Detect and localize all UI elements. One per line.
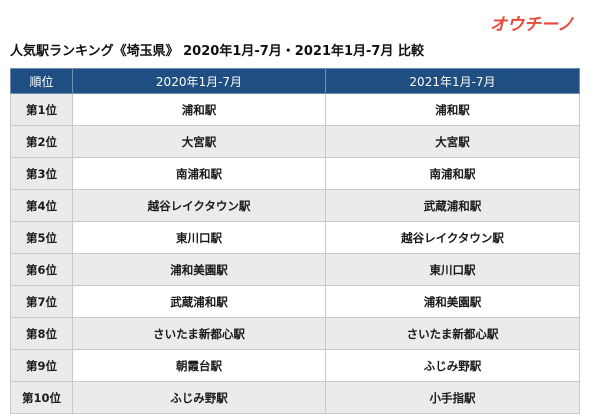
rank-cell: 第7位 xyxy=(10,285,73,318)
rank-cell: 第10位 xyxy=(10,381,73,414)
table-header-row: 順位 2020年1月-7月 2021年1月-7月 xyxy=(10,68,580,94)
station-2021-cell: 東川口駅 xyxy=(325,253,580,286)
rank-cell: 第5位 xyxy=(10,221,73,254)
station-2020-cell: ふじみ野駅 xyxy=(72,381,326,414)
station-2021-cell: ふじみ野駅 xyxy=(325,349,580,382)
station-2020-cell: 大宮駅 xyxy=(72,125,326,158)
rank-cell: 第4位 xyxy=(10,189,73,222)
table-row: 第9位 朝霞台駅 ふじみ野駅 xyxy=(10,349,580,382)
station-2021-cell: さいたま新都心駅 xyxy=(325,317,580,350)
table-row: 第2位 大宮駅 大宮駅 xyxy=(10,125,580,158)
header-rank: 順位 xyxy=(10,68,73,94)
table-row: 第8位 さいたま新都心駅 さいたま新都心駅 xyxy=(10,317,580,350)
table-row: 第5位 東川口駅 越谷レイクタウン駅 xyxy=(10,221,580,254)
rank-cell: 第1位 xyxy=(10,93,73,126)
table-row: 第7位 武蔵浦和駅 浦和美園駅 xyxy=(10,285,580,318)
table-row: 第4位 越谷レイクタウン駅 武蔵浦和駅 xyxy=(10,189,580,222)
rank-cell: 第2位 xyxy=(10,125,73,158)
header-2021: 2021年1月-7月 xyxy=(325,68,580,94)
table-body: 第1位 浦和駅 浦和駅 第2位 大宮駅 大宮駅 第3位 南浦和駅 南浦和駅 第4… xyxy=(10,93,580,414)
rank-cell: 第8位 xyxy=(10,317,73,350)
station-2021-cell: 南浦和駅 xyxy=(325,157,580,190)
station-2020-cell: 浦和駅 xyxy=(72,93,326,126)
station-2020-cell: さいたま新都心駅 xyxy=(72,317,326,350)
table-row: 第10位 ふじみ野駅 小手指駅 xyxy=(10,381,580,414)
station-2020-cell: 朝霞台駅 xyxy=(72,349,326,382)
station-2021-cell: 浦和美園駅 xyxy=(325,285,580,318)
table-row: 第6位 浦和美園駅 東川口駅 xyxy=(10,253,580,286)
station-2020-cell: 南浦和駅 xyxy=(72,157,326,190)
table-row: 第1位 浦和駅 浦和駅 xyxy=(10,93,580,126)
ranking-table: 順位 2020年1月-7月 2021年1月-7月 第1位 浦和駅 浦和駅 第2位… xyxy=(10,68,580,414)
station-2021-cell: 小手指駅 xyxy=(325,381,580,414)
rank-cell: 第6位 xyxy=(10,253,73,286)
header-2020: 2020年1月-7月 xyxy=(72,68,326,94)
rank-cell: 第9位 xyxy=(10,349,73,382)
ouchino-logo: オウチーノ xyxy=(490,15,574,35)
rank-cell: 第3位 xyxy=(10,157,73,190)
page-title: 人気駅ランキング《埼玉県》 2020年1月-7月・2021年1月-7月 比較 xyxy=(10,44,424,59)
station-2020-cell: 浦和美園駅 xyxy=(72,253,326,286)
station-2020-cell: 越谷レイクタウン駅 xyxy=(72,189,326,222)
station-2021-cell: 越谷レイクタウン駅 xyxy=(325,221,580,254)
station-2020-cell: 武蔵浦和駅 xyxy=(72,285,326,318)
table-row: 第3位 南浦和駅 南浦和駅 xyxy=(10,157,580,190)
station-2021-cell: 浦和駅 xyxy=(325,93,580,126)
station-2020-cell: 東川口駅 xyxy=(72,221,326,254)
station-2021-cell: 大宮駅 xyxy=(325,125,580,158)
station-2021-cell: 武蔵浦和駅 xyxy=(325,189,580,222)
